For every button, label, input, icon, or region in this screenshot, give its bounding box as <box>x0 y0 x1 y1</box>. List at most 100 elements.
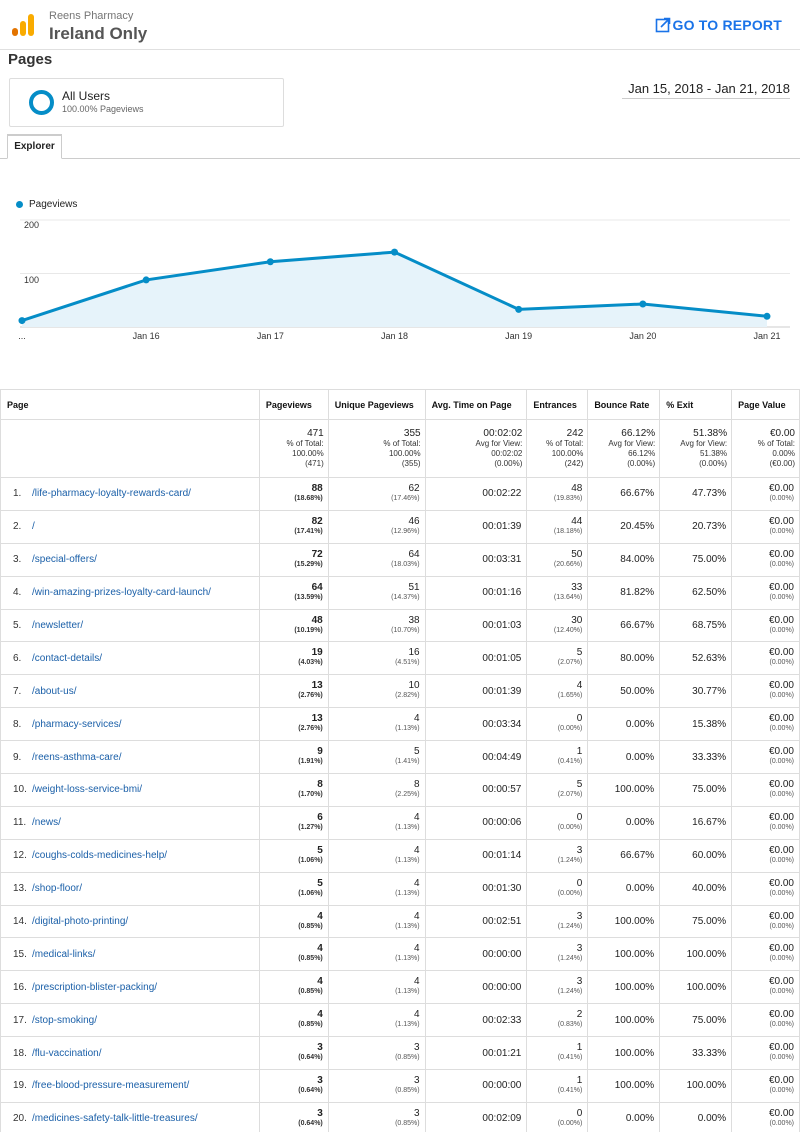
page-value-cell-percent: (0.00%) <box>769 659 794 667</box>
entrances-cell: 3 (1.24%) <box>526 937 589 972</box>
page-link[interactable]: /coughs-colds-medicines-help/ <box>32 850 168 862</box>
exit-cell: 0.00% <box>659 1101 733 1132</box>
entrances-cell: 0 (0.00%) <box>526 707 589 742</box>
row-index: 1. <box>13 488 22 500</box>
data-point[interactable] <box>763 312 771 320</box>
page-link[interactable]: /special-offers/ <box>32 554 97 566</box>
page-link[interactable]: /flu-vaccination/ <box>32 1047 102 1059</box>
pageviews-cell-value: 19 <box>311 647 323 659</box>
x-tick-label: Jan 19 <box>505 331 533 341</box>
avg-time-cell: 00:04:49 <box>424 740 528 775</box>
page-link[interactable]: /news/ <box>32 817 61 829</box>
segment-card[interactable]: All Users 100.00% Pageviews <box>9 78 284 127</box>
col-bounce-rate-header[interactable]: Bounce Rate <box>587 389 661 420</box>
total-note: % of Total: <box>546 439 584 448</box>
page-value-cell: €0.00 (0.00%) <box>731 740 800 775</box>
page-link[interactable]: /medicines-safety-talk-little-treasures/ <box>32 1113 198 1125</box>
go-to-report-button[interactable]: GO TO REPORT <box>655 17 783 33</box>
unique-pageviews-cell-value: 4 <box>414 910 420 922</box>
pageviews-cell-value: 4 <box>317 943 323 955</box>
tab-explorer[interactable]: Explorer <box>7 134 62 159</box>
col-avg-time-header[interactable]: Avg. Time on Page <box>424 389 528 420</box>
data-point[interactable] <box>18 317 26 325</box>
page-link[interactable]: /win-amazing-prizes-loyalty-card-launch/ <box>32 587 211 599</box>
bounce-rate-cell: 66.67% <box>587 608 661 643</box>
entrances-cell-value: 4 <box>576 680 583 692</box>
row-index: 18. <box>13 1047 27 1059</box>
col-page-value-header[interactable]: Page Value <box>731 389 800 420</box>
row-index: 12. <box>13 850 27 862</box>
page-link[interactable]: /reens-asthma-care/ <box>32 751 122 763</box>
pageviews-cell-percent: (1.06%) <box>298 856 323 864</box>
page-value-cell: €0.00 (0.00%) <box>731 773 800 807</box>
entrances-cell-value: 0 <box>576 713 583 725</box>
unique-pageviews-cell-percent: (1.41%) <box>395 758 420 766</box>
page-value-cell-percent: (0.00%) <box>769 922 794 930</box>
unique-pageviews-cell-value: 3 <box>414 1107 420 1119</box>
page-value-cell-percent: (0.00%) <box>769 856 794 864</box>
avg-time-cell: 00:01:39 <box>424 674 528 709</box>
pageviews-cell: 4 (0.85%) <box>258 970 329 1005</box>
entrances-cell-percent: (0.00%) <box>557 1119 583 1127</box>
unique-pageviews-cell-percent: (2.82%) <box>395 692 420 700</box>
col-exit-header[interactable]: % Exit <box>659 389 733 420</box>
data-point[interactable] <box>391 248 398 256</box>
exit-cell: 15.38% <box>659 707 733 742</box>
entrances-cell-value: 0 <box>576 1107 583 1119</box>
page-link[interactable]: /about-us/ <box>32 685 77 697</box>
col-page-header[interactable]: Page <box>0 389 260 420</box>
data-point[interactable] <box>266 258 274 266</box>
analytics-logo-icon <box>12 14 34 36</box>
unique-pageviews-cell-percent: (2.25%) <box>395 790 420 798</box>
page-link[interactable]: / <box>32 521 35 533</box>
page-link[interactable]: /medical-links/ <box>32 948 96 960</box>
col-unique-pageviews-header[interactable]: Unique Pageviews <box>327 389 426 420</box>
page-link[interactable]: /shop-floor/ <box>32 883 83 895</box>
page-cell: 3. /special-offers/ <box>0 542 260 577</box>
avg-time-cell: 00:01:16 <box>424 575 528 610</box>
exit-cell: 33.33% <box>659 740 733 775</box>
page-link[interactable]: /pharmacy-services/ <box>32 718 122 730</box>
entrances-cell-value: 3 <box>576 844 583 856</box>
page-value-cell-value: €0.00 <box>768 680 794 692</box>
data-point[interactable] <box>142 276 150 284</box>
page-link[interactable]: /newsletter/ <box>32 620 84 631</box>
data-point[interactable] <box>639 300 647 308</box>
y-tick-label: 200 <box>24 220 40 230</box>
page-value-cell-value: €0.00 <box>768 614 794 626</box>
unique-pageviews-cell-value: 4 <box>414 1009 420 1021</box>
unique-pageviews-cell-percent: (1.13%) <box>395 955 420 963</box>
total-note: 00:02:02 <box>491 449 523 458</box>
date-range-picker[interactable]: Jan 15, 2018 - Jan 21, 2018 <box>622 81 790 99</box>
report-header: Reens Pharmacy Ireland Only GO TO REPORT <box>0 0 800 50</box>
unique-pageviews-cell-value: 4 <box>414 713 420 725</box>
page-link[interactable]: /weight-loss-service-bmi/ <box>32 784 143 796</box>
entrances-cell: 4 (1.65%) <box>526 674 589 709</box>
entrances-cell: 1 (0.41%) <box>526 740 589 775</box>
bounce-rate-cell: 0.00% <box>587 871 661 906</box>
table-row: 6./contact-details/19 (4.03%) 16 (4.51%) 00:… <box>0 641 800 676</box>
pageviews-cell-percent: (0.85%) <box>298 1021 323 1029</box>
data-point[interactable] <box>515 305 523 313</box>
page-value-cell: €0.00 (0.00%) <box>731 575 800 610</box>
unique-pageviews-cell-value: 4 <box>414 943 420 955</box>
page-link[interactable]: /digital-photo-printing/ <box>32 916 129 928</box>
page-cell: 19. /free-blood-pressure-measurement/ <box>0 1069 260 1103</box>
page-link[interactable]: /stop-smoking/ <box>32 1014 98 1026</box>
avg-time-cell: 00:00:06 <box>424 805 528 840</box>
unique-pageviews-cell-percent: (14.37%) <box>391 593 420 601</box>
pageviews-chart: Pageviews 200 100 ... Jan 16 Jan 17 Jan 18 J… <box>0 190 800 350</box>
bounce-rate-cell: 100.00% <box>587 970 661 1005</box>
page-link[interactable]: /contact-details/ <box>32 652 103 664</box>
page-link[interactable]: /free-blood-pressure-measurement/ <box>32 1080 190 1092</box>
bounce-rate-cell: 66.67% <box>587 477 661 511</box>
col-entrances-header[interactable]: Entrances <box>526 389 589 420</box>
page-link[interactable]: /prescription-blister-packing/ <box>32 981 158 993</box>
bounce-rate-cell: 0.00% <box>587 1101 661 1132</box>
col-pageviews-header[interactable]: Pageviews <box>258 389 329 420</box>
pageviews-area <box>22 252 767 327</box>
page-cell: 1. /life-pharmacy-loyalty-rewards-card/ <box>0 477 260 511</box>
page-link[interactable]: /life-pharmacy-loyalty-rewards-card/ <box>32 488 191 500</box>
unique-pageviews-cell-value: 10 <box>408 680 420 692</box>
unique-pageviews-cell-value: 4 <box>414 877 420 889</box>
